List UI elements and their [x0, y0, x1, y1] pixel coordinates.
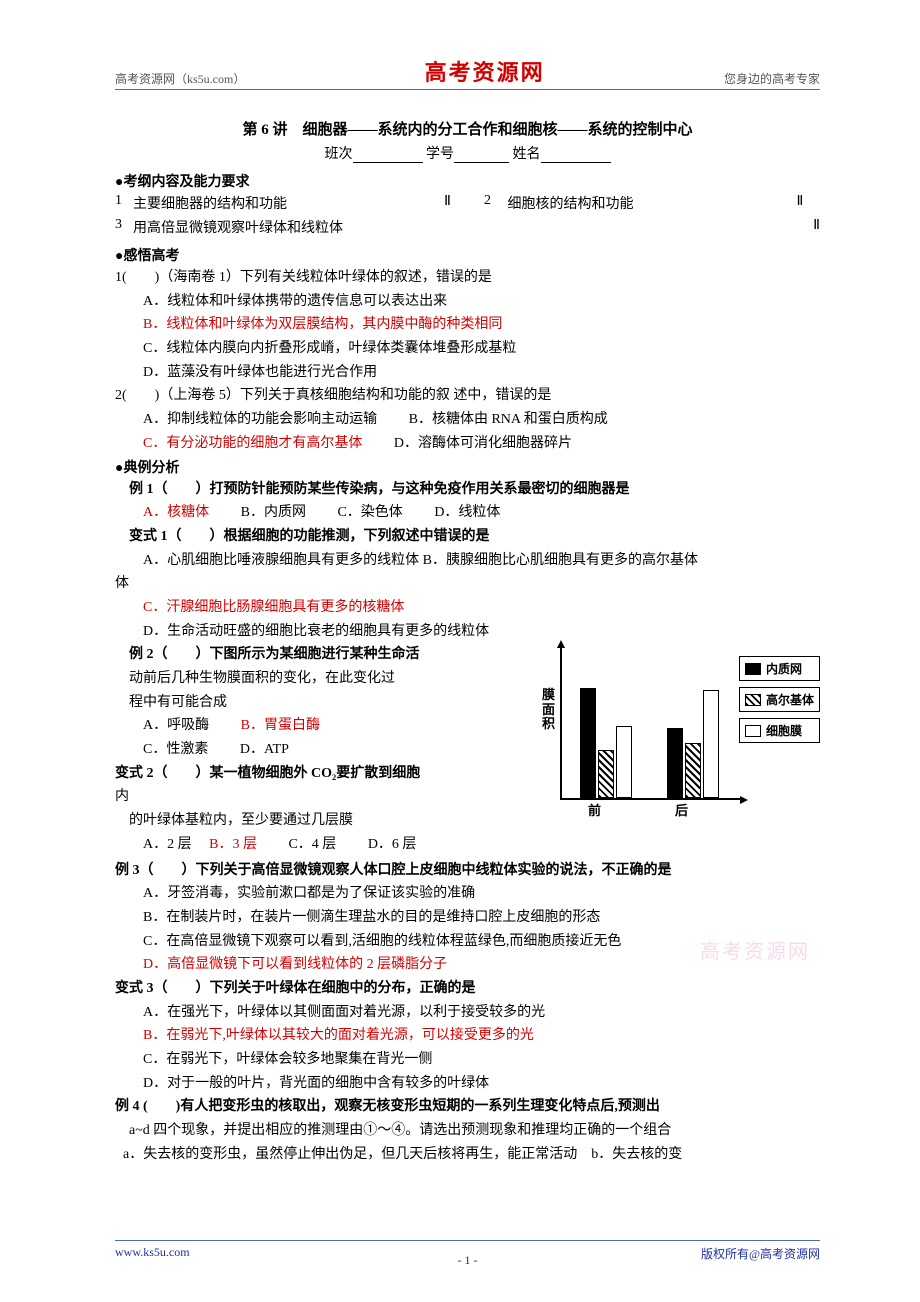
- syl-3-level: Ⅱ: [793, 217, 820, 237]
- bar-group: [580, 688, 632, 798]
- q1-opt-d: D．蓝藻没有叶绿体也能进行光合作用: [115, 362, 820, 384]
- legend-er: 内质网: [739, 656, 820, 681]
- label-class: 班次: [325, 147, 353, 162]
- var1-stem: 变式 1（ ）根据细胞的功能推测，下列叙述中错误的是: [115, 526, 820, 548]
- syl-3-num: 3: [115, 217, 133, 237]
- bar-group: [667, 690, 719, 798]
- syl-1-text: 主要细胞器的结构和功能: [133, 193, 428, 213]
- swatch-solid-icon: [745, 663, 761, 675]
- page: 高考资源网（ks5u.com） 高考资源网 您身边的高考专家 第 6 讲 细胞器…: [0, 0, 920, 1302]
- q2-stem: 2( )（上海卷 5）下列关于真核细胞结构和功能的叙 述中，错误的是: [115, 385, 820, 407]
- ex1-opt-b: B．内质网: [241, 505, 306, 520]
- chart-legend: 内质网 高尔基体 细胞膜: [739, 656, 820, 743]
- q2-opts-cd: C．有分泌功能的细胞才有高尔基体 D．溶酶体可消化细胞器碎片: [115, 433, 820, 455]
- ex1-opts: A．核糖体 B．内质网 C．染色体 D．线粒体: [115, 502, 820, 524]
- ex3-opt-a: A．牙签消毒，实验前漱口都是为了保证该实验的准确: [115, 883, 820, 905]
- syl-2-level: Ⅱ: [780, 193, 820, 213]
- section-syllabus-head: ●考纲内容及能力要求: [115, 171, 820, 191]
- ex3-opt-c: C．在高倍显微镜下观察可以看到,活细胞的线粒体程蓝绿色,而细胞质接近无色: [115, 931, 820, 953]
- q2-opts-ab: A．抑制线粒体的功能会影响主动运输 B．核糖体由 RNA 和蛋白质构成: [115, 409, 820, 431]
- ex2-opt-a: A．呼吸酶: [143, 718, 209, 733]
- ex3-opt-b: B．在制装片时，在装片一侧滴生理盐水的目的是维持口腔上皮细胞的形态: [115, 907, 820, 929]
- ex1-opt-d: D．线粒体: [434, 505, 500, 520]
- var1-opt-ab: A．心肌细胞比唾液腺细胞具有更多的线粒体 B．胰腺细胞比心肌细胞具有更多的高尔基…: [115, 550, 820, 572]
- ex2-block: 膜面积 前 后 内质网 高尔基体 细胞膜 例 2（ ）下图所示为某细胞进行某种生…: [115, 644, 820, 857]
- legend-golgi: 高尔基体: [739, 687, 820, 712]
- q1-opt-c: C．线粒体内膜向内折叠形成嵴，叶绿体类囊体堆叠形成基粒: [115, 338, 820, 360]
- header-right: 您身边的高考专家: [724, 70, 820, 87]
- ex1-opt-c: C．染色体: [337, 505, 402, 520]
- var1-tail: 体: [115, 573, 820, 595]
- label-name: 姓名: [513, 147, 541, 162]
- label-sid: 学号: [426, 147, 454, 162]
- var3-opt-d: D．对于一般的叶片，背光面的细胞中含有较多的叶绿体: [115, 1073, 820, 1095]
- blank-name[interactable]: [541, 148, 611, 163]
- ex3-opt-d: D．高倍显微镜下可以看到线粒体的 2 层磷脂分子: [115, 954, 820, 976]
- ex2-opt-c: C．性激素: [143, 742, 208, 757]
- blank-sid[interactable]: [454, 148, 509, 163]
- q2-opt-d: D．溶酶体可消化细胞器碎片: [394, 436, 572, 451]
- swatch-open-icon: [745, 725, 761, 737]
- var1-opt-d: D．生命活动旺盛的细胞比衰老的细胞具有更多的线粒体: [115, 621, 820, 643]
- var2-opt-b: B．3 层: [209, 837, 257, 852]
- chart-bar: [703, 690, 719, 798]
- ex3-stem: 例 3（ ）下列关于高倍显微镜观察人体口腔上皮细胞中线粒体实验的说法，不正确的是: [115, 860, 820, 882]
- syl-1-num: 1: [115, 193, 133, 213]
- ex2-opt-d: D．ATP: [240, 742, 289, 757]
- syl-1-level: Ⅱ: [428, 193, 468, 213]
- var2-opts: A．2 层 B．3 层 C．4 层 D．6 层: [115, 834, 820, 856]
- xtick-after: 后: [675, 800, 688, 819]
- footer-page-num: - 1 -: [115, 1253, 820, 1268]
- section-gaokao-head: ●感悟高考: [115, 245, 820, 265]
- ex4-sub-a: a．失去核的变形虫，虽然停止伸出伪足，但几天后核将再生，能正常活动 b．失去核的…: [115, 1144, 820, 1166]
- ex2-opt-b: B．胃蛋白酶: [241, 718, 320, 733]
- ex4-stem: 例 4 ( )有人把变形虫的核取出，观察无核变形虫短期的一系列生理变化特点后,预…: [115, 1096, 820, 1118]
- ex1-opt-a: A．核糖体: [143, 505, 209, 520]
- swatch-hatch-icon: [745, 694, 761, 706]
- var1-opt-c: C．汗腺细胞比肠腺细胞具有更多的核糖体: [115, 597, 820, 619]
- membrane-chart: 膜面积 前 后 内质网 高尔基体 细胞膜: [540, 648, 820, 820]
- var3-opt-a: A．在强光下，叶绿体以其侧面面对着光源，以利于接受较多的光: [115, 1002, 820, 1024]
- var2-opt-d: D．6 层: [368, 837, 417, 852]
- header-center-logo: 高考资源网: [425, 55, 545, 87]
- syl-2-text: 细胞核的结构和功能: [508, 193, 781, 213]
- q2-opt-a: A．抑制线粒体的功能会影响主动运输: [143, 412, 377, 427]
- syllabus-row-1-2: 1 主要细胞器的结构和功能 Ⅱ 2 细胞核的结构和功能 Ⅱ: [115, 191, 820, 215]
- student-info-blanks: 班次 学号 姓名: [115, 143, 820, 163]
- syllabus-row-3: 3 用高倍显微镜观察叶绿体和线粒体 Ⅱ: [115, 217, 820, 237]
- q2-opt-c: C．有分泌功能的细胞才有高尔基体: [143, 436, 362, 451]
- chart-ylabel: 膜面积: [542, 688, 558, 731]
- header-left: 高考资源网（ks5u.com）: [115, 70, 245, 87]
- chart-bar: [580, 688, 596, 798]
- var2-opt-c: C．4 层: [288, 837, 336, 852]
- var3-opt-c: C．在弱光下，叶绿体会较多地聚集在背光一侧: [115, 1049, 820, 1071]
- var3-opt-b: B．在弱光下,叶绿体以其较大的面对着光源，可以接受更多的光: [115, 1025, 820, 1047]
- chart-bar: [667, 728, 683, 798]
- lesson-title: 第 6 讲 细胞器——系统内的分工合作和细胞核——系统的控制中心: [115, 118, 820, 139]
- section-examples-head: ●典例分析: [115, 457, 820, 477]
- syl-3-text: 用高倍显微镜观察叶绿体和线粒体: [133, 217, 793, 237]
- blank-class[interactable]: [353, 148, 423, 163]
- q2-opt-b: B．核糖体由 RNA 和蛋白质构成: [409, 412, 608, 427]
- xtick-before: 前: [588, 800, 601, 819]
- q1-opt-b: B．线粒体和叶绿体为双层膜结构，其内膜中酶的种类相同: [115, 314, 820, 336]
- ex1-stem: 例 1（ ）打预防针能预防某些传染病，与这种免疫作用关系最密切的细胞器是: [115, 479, 820, 501]
- legend-membrane: 细胞膜: [739, 718, 820, 743]
- chart-bar: [598, 750, 614, 798]
- chart-axes: 膜面积: [560, 648, 740, 800]
- var2-opt-a: A．2 层: [143, 837, 192, 852]
- page-footer: www.ks5u.com - 1 - 版权所有@高考资源网: [115, 1240, 820, 1262]
- ex4-line2: a~d 四个现象，并提出相应的推测理由①～④。请选出预测现象和推理均正确的一个组…: [115, 1120, 820, 1142]
- syl-2-num: 2: [468, 193, 508, 213]
- var3-stem: 变式 3（ ）下列关于叶绿体在细胞中的分布，正确的是: [115, 978, 820, 1000]
- page-header: 高考资源网（ks5u.com） 高考资源网 您身边的高考专家: [115, 55, 820, 90]
- chart-bar: [616, 726, 632, 798]
- x-arrow-icon: [740, 796, 748, 804]
- chart-bar: [685, 743, 701, 798]
- chart-xticks: 前 后: [560, 800, 740, 820]
- q1-opt-a: A．线粒体和叶绿体携带的遗传信息可以表达出来: [115, 291, 820, 313]
- q1-stem: 1( )（海南卷 1）下列有关线粒体叶绿体的叙述，错误的是: [115, 267, 820, 289]
- y-arrow-icon: [557, 640, 565, 648]
